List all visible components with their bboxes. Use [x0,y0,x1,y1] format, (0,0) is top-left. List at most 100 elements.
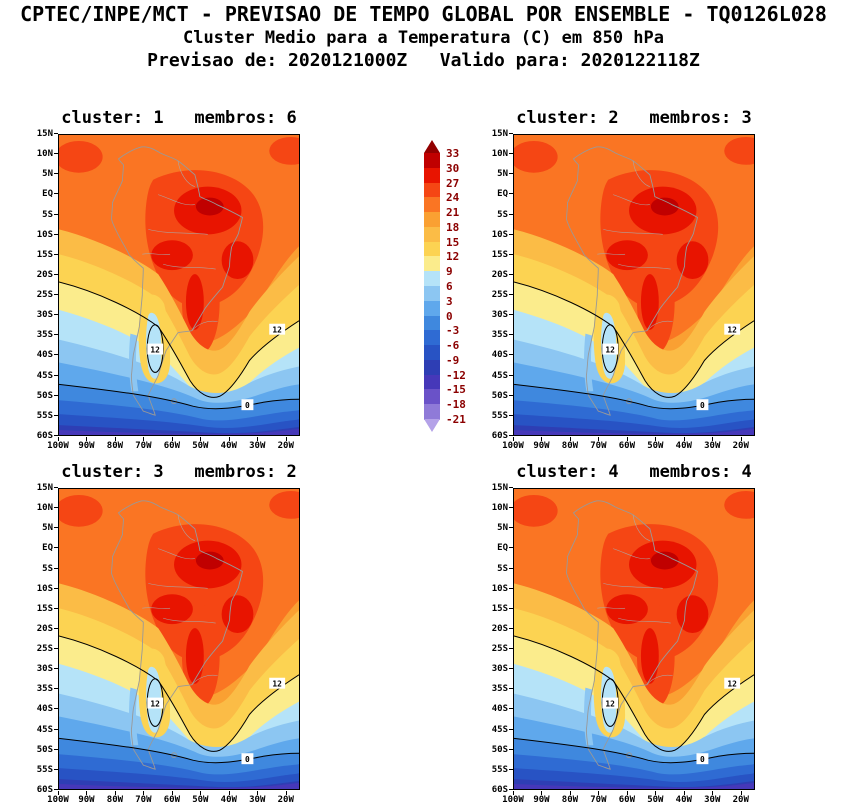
band-27-30-d [185,274,204,330]
lat-label: 5S [497,209,513,220]
warm-blob-ne [724,490,754,519]
lat-label: 55S [491,410,514,421]
contour-label-12-east: 12 [727,326,737,335]
lat-label: EQ [497,543,513,554]
panel-cluster-3: cluster: 3 membros: 2 15N 10N 5N EQ 5S 10S 15S… [24,462,316,803]
lat-label: 20S [491,269,514,280]
colorbar-segment [424,300,440,317]
colorbar-segment [424,182,440,198]
lat-label: 60S [36,430,59,441]
lon-label: 50W [640,791,670,803]
lat-label: 60S [491,430,514,441]
lat-label: 50S [491,390,514,401]
header-line-2: Cluster Medio para a Temperatura (C) em … [182,28,665,48]
colorbar-label: 18 [446,220,460,234]
lat-label: 60S [36,784,59,795]
lon-label: 30W [697,437,727,451]
colorbar-segment [424,241,440,257]
contour-label-bg [147,343,164,355]
colorbar-label: 3 [446,294,453,308]
lat-label: 40S [491,350,514,361]
lon-label: 90W [526,437,556,451]
lat-label: 35S [491,330,514,341]
band-27-30-b [151,594,193,625]
lat-label: 45S [491,370,514,381]
contour-label-12-east: 12 [272,680,282,689]
band-27-30-c [221,241,254,280]
band-27-30-b [606,240,648,271]
contour-label-12-east: 12 [272,326,282,335]
latitude-axis: 15N 10N 5N EQ 5S 10S 15S 20S 25S 30S 35S 40S 45S 50S 5… [479,129,514,441]
lon-label: 30W [242,791,272,803]
band-neg15-neg12 [514,783,754,789]
country-borders [142,514,218,685]
contour-0-line [514,383,754,410]
lon-label: 50W [185,437,215,451]
lon-label: 40W [669,791,699,803]
colorbar-label: 24 [446,191,460,205]
contour-label-0: 0 [700,755,705,764]
lat-label: 15N [491,483,514,493]
lat-label: 5N [42,169,58,180]
contour-labels: 12 12 0 [147,677,286,765]
band-neg15-neg12 [514,429,754,435]
panel-title: cluster: 1 membros: 6 [61,108,297,128]
colorbar-segment [424,389,440,405]
colorbar-segment [424,153,440,169]
colorbar-label: -6 [446,339,460,353]
lon-label: 20W [271,437,301,451]
lat-label: 25S [36,644,59,655]
contour-labels: 12 12 0 [602,677,741,765]
contour-label-bg [602,697,619,709]
header-line-3: Previsao de: 2020121000Z Valido para: 20… [147,50,700,71]
contour-labels: 12 12 0 [602,323,741,410]
lat-label: 10S [491,583,514,594]
lat-label: 25S [491,290,514,301]
lat-label: 15N [491,129,514,139]
contour-label-bg [241,753,254,765]
map-slot: 12 12 0 [513,488,755,790]
lat-label: 20S [36,269,59,280]
colorbar-segment [424,286,440,302]
panel-cluster-2: cluster: 2 membros: 3 15N 10N 5N EQ 5S 10S 15S… [479,108,771,458]
contour-12-line [59,635,299,752]
lat-label: 10S [36,229,59,240]
contour-label-12-andes: 12 [605,346,615,355]
colorbar-label: 21 [446,206,460,220]
contour-label-bg [602,343,619,355]
lon-label: 100W [43,791,73,803]
contour-12-line [514,635,754,752]
lat-label: 25S [36,290,59,301]
contour-12-line [514,281,754,398]
lon-label: 100W [498,791,528,803]
map-slot: 12 12 0 [58,134,300,436]
header: CPTEC/INPE/MCT - PREVISAO DE TEMPO GLOBA… [0,2,847,71]
longitude-axis: 100W 90W 80W 70W 60W 50W 40W 30W 20W [47,437,308,452]
map-slot: 12 12 0 [513,134,755,436]
lat-label: 15S [36,249,59,260]
lon-label: 30W [697,791,727,803]
band-27-30-d [640,274,659,330]
lat-label: 10S [491,229,514,240]
contour-labels: 12 12 0 [147,323,286,410]
lon-label: 40W [214,437,244,451]
warm-blob-nw [514,494,558,527]
lat-label: 35S [36,330,59,341]
lat-label: 15N [36,483,59,493]
lon-label: 70W [583,437,613,451]
longitude-axis: 100W 90W 80W 70W 60W 50W 40W 30W 20W [502,437,763,452]
lat-label: 5N [497,169,513,180]
contour-label-bg [269,677,286,689]
lat-label: 55S [36,764,59,775]
contour-0-line [514,737,754,764]
lat-label: 25S [491,644,514,655]
lat-label: 30S [36,664,59,675]
warm-blob-nw [514,140,558,173]
colorbar-segment [424,212,440,228]
contour-label-bg [696,753,709,765]
lon-label: 50W [640,437,670,451]
colorbar-label: -21 [446,413,466,427]
colorbar-label: 6 [446,280,453,294]
lat-label: 45S [36,370,59,381]
contour-12-line [59,281,299,398]
